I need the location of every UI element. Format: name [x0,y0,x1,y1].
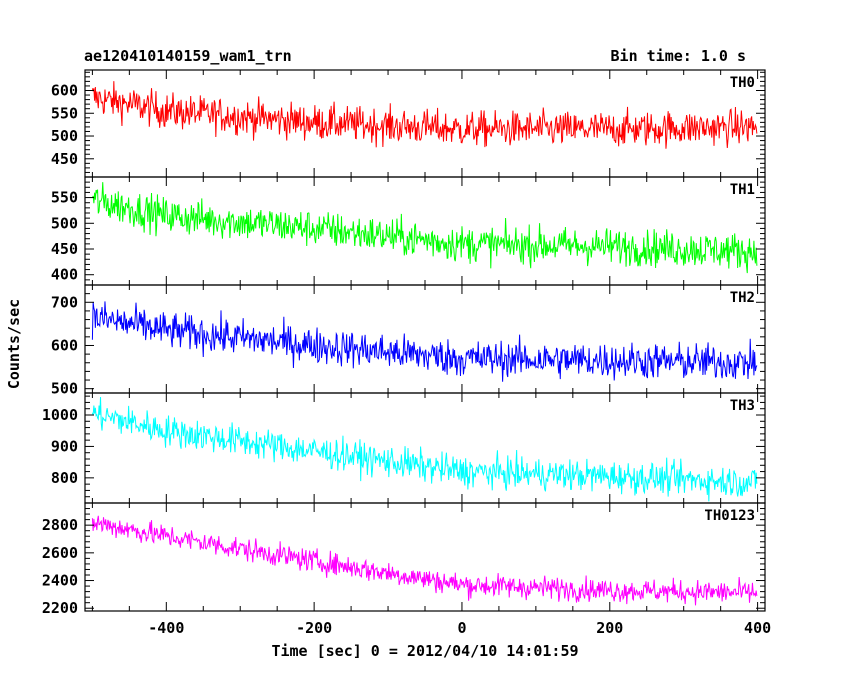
panel-label-th0123: TH0123 [704,508,755,524]
y-tick-label: 900 [51,437,78,455]
y-tick-label: 2400 [42,572,78,590]
panel-label-th2: TH2 [730,290,755,306]
x-tick-label: -200 [296,619,332,637]
x-tick-label: 400 [744,619,771,637]
x-tick-label: 200 [596,619,623,637]
series-line-th0 [91,81,758,149]
y-tick-label: 800 [51,469,78,487]
x-tick-label: -400 [148,619,184,637]
y-tick-label: 600 [51,81,78,99]
panel-label-th3: TH3 [730,398,755,414]
panel-frame [84,284,766,394]
panel-th0123: 2200 2400 2600 2800 TH0123 [42,502,766,617]
y-tick-label: 500 [51,380,78,398]
y-tick-label: 2800 [42,516,78,534]
bin-time-label: Bin time: 1.0 s [611,47,746,65]
series-line-th0123 [91,515,758,606]
panel-label-th0: TH0 [730,75,755,91]
panel-th1: 400 450 500 550 TH1 [51,176,766,286]
y-tick-label: 500 [51,214,78,232]
series-line-th2 [91,301,758,382]
x-tick-label: 0 [457,619,466,637]
series-line-th3 [91,397,758,502]
panel-frame [84,502,766,612]
y-tick-label: 450 [51,240,78,258]
y-tick-label: 600 [51,336,78,354]
panel-label-th1: TH1 [730,182,755,198]
panel-th2: 500 600 700 TH2 [51,284,766,398]
panels-group: 450 500 550 600 TH0 400 450 500 550 TH1 500 600 700 T… [42,69,766,617]
panel-th0: 450 500 550 600 TH0 [51,69,766,178]
y-tick-label: 550 [51,189,78,207]
y-tick-label: 1000 [42,406,78,424]
y-tick-label: 2600 [42,544,78,562]
x-axis-tick-labels: -400 -200 0 200 400 [148,619,771,637]
series-line-th1 [91,182,758,274]
y-tick-label: 550 [51,104,78,122]
chart-title: ae120410140159_wam1_trn [84,47,292,65]
y-tick-label: 700 [51,293,78,311]
y-tick-label: 500 [51,127,78,145]
y-tick-label: 400 [51,266,78,284]
y-axis-title: Counts/sec [5,299,23,389]
x-axis-title: Time [sec] 0 = 2012/04/10 14:01:59 [271,642,578,660]
panel-th3: 800 900 1000 TH3 [42,392,766,504]
y-tick-label: 450 [51,150,78,168]
y-tick-label: 2200 [42,599,78,617]
